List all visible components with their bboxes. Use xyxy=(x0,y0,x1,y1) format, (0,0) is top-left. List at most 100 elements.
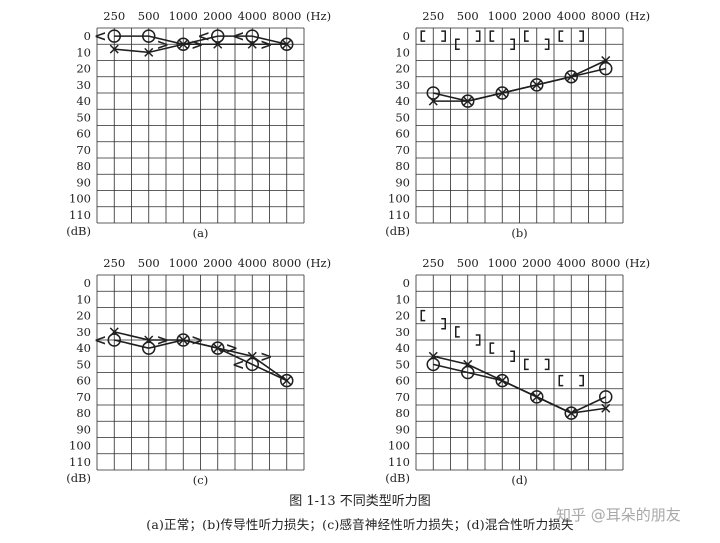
y-tick-label: 40 xyxy=(76,341,91,355)
masked-bone-right-mark xyxy=(420,30,426,42)
y-tick-label: 110 xyxy=(69,455,91,469)
x-tick-label: 500 xyxy=(457,9,479,23)
audiogram-panel: 250 500 1000 2000 4000 8000 (Hz) 0 10 20 30 40 50 60 7… xyxy=(385,9,650,240)
grid xyxy=(96,274,305,471)
audiogram-panel: 250 500 1000 2000 4000 8000 (Hz) 0 10 20 30 40 50 60 7… xyxy=(66,9,331,240)
audiogram-figure: 250 500 1000 2000 4000 8000 (Hz)01020304050607… xyxy=(66,9,650,487)
audiogram-panel: 250 500 1000 2000 4000 8000 (Hz) 0 10 20 30 40 50 60 7… xyxy=(66,256,331,487)
bone-left-ear-mark: > xyxy=(191,331,204,349)
y-tick-label: 100 xyxy=(69,439,91,453)
y-tick-label: 20 xyxy=(395,309,410,323)
bone-left-ear-mark: > xyxy=(156,331,169,349)
y-tick-label: 30 xyxy=(395,78,410,92)
x-tick-label: 2000 xyxy=(522,256,551,270)
x-tick-label: 2000 xyxy=(203,256,232,270)
left-ear-marker xyxy=(566,72,576,82)
left-ear-marker xyxy=(497,376,507,386)
right-ear-marker xyxy=(426,357,440,372)
x-tick-label: 500 xyxy=(138,9,160,23)
x-tick-label: 250 xyxy=(422,256,444,270)
grid xyxy=(96,27,305,224)
x-tick-label: 8000 xyxy=(591,9,620,23)
y-tick-label: 0 xyxy=(403,276,410,290)
y-tick-label: 0 xyxy=(84,276,91,290)
right-ear-marker xyxy=(530,78,544,92)
masked-bone-left-mark xyxy=(579,374,584,387)
y-unit-label: (dB) xyxy=(66,471,91,485)
right-ear-marker xyxy=(426,86,440,100)
bone-left-ear-mark: > xyxy=(156,35,169,53)
y-tick-label: 90 xyxy=(76,175,91,189)
left-ear-marker xyxy=(213,39,223,49)
y-tick-label: 90 xyxy=(76,422,91,436)
left-ear-marker xyxy=(532,80,542,90)
left-ear-marker xyxy=(601,403,611,413)
y-unit-label: (dB) xyxy=(385,471,410,485)
left-ear-marker xyxy=(247,351,257,361)
y-tick-label: 50 xyxy=(76,110,91,124)
x-tick-label: 4000 xyxy=(238,9,267,23)
x-tick-label: 1000 xyxy=(488,256,517,270)
right-ear-marker xyxy=(599,390,613,404)
y-tick-label: 70 xyxy=(395,390,410,404)
y-tick-label: 110 xyxy=(388,208,410,222)
y-tick-label: 20 xyxy=(395,62,410,76)
x-unit-label: (Hz) xyxy=(306,256,331,270)
right-ear-marker xyxy=(245,29,259,43)
x-tick-label: 4000 xyxy=(557,256,586,270)
y-unit-label: (dB) xyxy=(66,224,91,238)
y-tick-label: 80 xyxy=(76,159,91,173)
grid xyxy=(415,27,624,224)
right-ear-marker xyxy=(495,373,509,388)
x-tick-label: 500 xyxy=(457,256,479,270)
masked-bone-left-mark xyxy=(441,318,446,330)
y-tick-label: 50 xyxy=(395,357,410,371)
left-ear-marker xyxy=(532,392,542,402)
masked-bone-right-mark xyxy=(489,342,495,354)
right-ear-marker xyxy=(280,373,294,388)
x-tick-label: 1000 xyxy=(488,9,517,23)
masked-bone-right-mark xyxy=(455,326,460,338)
left-ear-marker xyxy=(463,359,473,369)
right-ear-marker xyxy=(564,406,578,420)
right-ear-marker xyxy=(142,341,156,355)
y-tick-label: 60 xyxy=(395,127,410,141)
left-ear-marker xyxy=(282,376,292,386)
grid xyxy=(415,274,624,471)
y-tick-label: 70 xyxy=(76,390,91,404)
panel-label: (c) xyxy=(193,473,208,487)
y-unit-label: (dB) xyxy=(385,224,410,238)
panel-label: (a) xyxy=(193,226,209,240)
x-tick-label: 1000 xyxy=(169,256,198,270)
y-tick-label: 100 xyxy=(388,192,410,206)
bone-right-ear-mark: < xyxy=(94,331,107,349)
masked-bone-left-mark xyxy=(475,334,481,346)
masked-bone-left-mark xyxy=(441,30,446,42)
left-ear-marker xyxy=(247,39,257,49)
y-tick-label: 20 xyxy=(76,309,91,323)
masked-bone-right-mark xyxy=(524,358,529,371)
masked-bone-right-mark xyxy=(489,30,495,42)
y-tick-label: 110 xyxy=(388,455,410,469)
left-ear-marker xyxy=(109,327,119,337)
masked-bone-right-mark xyxy=(558,30,564,42)
y-tick-label: 10 xyxy=(395,45,410,59)
masked-bone-left-mark xyxy=(510,38,515,50)
y-tick-label: 60 xyxy=(76,127,91,141)
left-ear-air-line xyxy=(114,43,287,54)
y-tick-label: 30 xyxy=(76,78,91,92)
figure-subtitle: (a)正常；(b)传导性听力损失；(c)感音神经性听力损失；(d)混合性听力损失 xyxy=(146,517,574,532)
bone-right-ear-mark: < xyxy=(197,27,210,45)
y-tick-label: 50 xyxy=(395,110,410,124)
y-tick-label: 10 xyxy=(395,292,410,306)
right-ear-marker xyxy=(461,365,475,380)
x-unit-label: (Hz) xyxy=(306,9,331,23)
right-ear-marker xyxy=(599,61,613,76)
y-tick-label: 0 xyxy=(84,29,91,43)
bone-right-ear-mark: < xyxy=(94,27,107,45)
left-ear-marker xyxy=(428,351,438,361)
y-tick-label: 50 xyxy=(76,357,91,371)
masked-bone-left-mark xyxy=(475,30,481,42)
y-tick-label: 110 xyxy=(69,208,91,222)
